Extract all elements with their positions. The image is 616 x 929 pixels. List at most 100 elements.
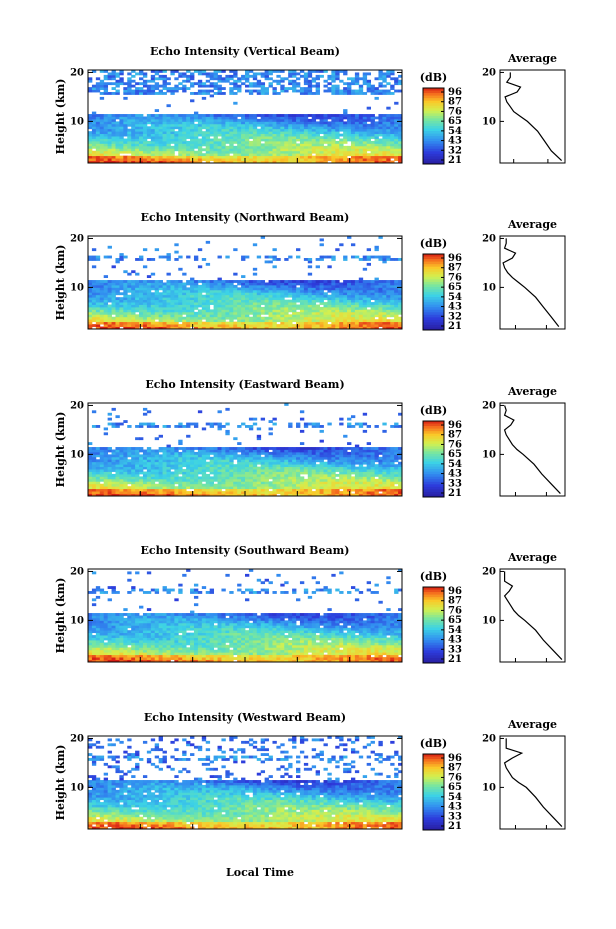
heatmap-cell: [343, 70, 348, 73]
heatmap-cell: [390, 131, 395, 135]
heatmap-cell: [146, 476, 152, 480]
heatmap-cell: [264, 143, 269, 147]
heatmap-cell: [245, 294, 250, 298]
heatmap-cell: [292, 87, 297, 90]
heatmap-cell: [339, 160, 344, 164]
heatmap-cell: [178, 138, 183, 142]
heatmap-cell: [119, 297, 124, 301]
heatmap-cell: [343, 309, 348, 313]
heatmap-cell: [292, 118, 297, 122]
heatmap-cell: [331, 92, 336, 95]
heatmap-cell: [186, 70, 191, 73]
heatmap-cell: [378, 118, 383, 122]
heatmap-cell: [186, 486, 191, 490]
heatmap-cell: [166, 118, 171, 122]
heatmap-cell: [315, 473, 320, 477]
heatmap-cell: [339, 478, 344, 482]
heatmap-cell: [335, 326, 340, 330]
heatmap-cell: [299, 466, 305, 470]
heatmap-cell: [276, 473, 281, 477]
heatmap-cell: [115, 158, 120, 161]
heatmap-cell: [233, 289, 238, 293]
heatmap-cell: [303, 316, 309, 320]
heatmap-cell: [327, 121, 332, 125]
heatmap-cell: [237, 150, 242, 154]
heatmap-cell: [107, 289, 112, 293]
heatmap-cell: [299, 319, 305, 323]
heatmap-cell: [201, 70, 207, 73]
heatmap-cell: [142, 74, 148, 78]
heatmap-cell: [115, 493, 120, 497]
heatmap-cell: [315, 136, 320, 139]
heatmap-cell: [370, 155, 375, 159]
heatmap-cell: [158, 469, 163, 472]
heatmap-cell: [354, 469, 360, 472]
heatmap-cell: [119, 316, 124, 320]
heatmap-cell: [131, 136, 136, 139]
heatmap-cell: [119, 486, 124, 490]
heatmap-cell: [307, 314, 313, 318]
heatmap-cell: [335, 299, 340, 303]
heatmap-cell: [182, 136, 187, 139]
heatmap-cell: [272, 287, 277, 291]
heatmap-cell: [245, 299, 250, 303]
heatmap-cell: [174, 114, 179, 117]
heatmap-cell: [233, 140, 238, 144]
heatmap-cell: [229, 282, 234, 286]
heatmap-cell: [331, 79, 336, 83]
heatmap-cell: [382, 282, 387, 286]
heatmap-cell: [260, 287, 266, 291]
heatmap-cell: [311, 476, 317, 480]
heatmap-cell: [386, 74, 391, 78]
heatmap-cell: [131, 126, 136, 130]
heatmap-cell: [209, 294, 215, 298]
heatmap-cell: [95, 82, 101, 86]
heatmap-cell: [115, 309, 120, 313]
heatmap-cell: [398, 488, 403, 492]
heatmap-cell: [343, 306, 348, 310]
heatmap-cell: [331, 158, 336, 161]
heatmap-cell: [158, 302, 163, 305]
heatmap-cell: [178, 87, 183, 90]
heatmap-cell: [237, 471, 242, 475]
heatmap-cell: [225, 486, 230, 490]
heatmap-cell: [241, 491, 246, 494]
heatmap-cell: [245, 287, 250, 291]
heatmap-cell: [366, 258, 372, 261]
heatmap-cell: [88, 79, 93, 83]
heatmap-cell: [127, 469, 132, 472]
heatmap-cell: [343, 476, 348, 480]
heatmap-cell: [99, 483, 105, 487]
heatmap-cell: [386, 284, 391, 288]
heatmap-cell: [256, 158, 262, 161]
heatmap-cell: [229, 471, 234, 475]
heatmap-cell: [88, 280, 93, 283]
heatmap-cell: [142, 464, 148, 468]
heatmap-cell: [217, 466, 222, 470]
heatmap-cell: [343, 478, 348, 482]
heatmap-cell: [311, 466, 317, 470]
heatmap-cell: [303, 287, 309, 291]
heatmap-cell: [146, 459, 152, 463]
heatmap-cell: [299, 131, 305, 135]
colorbar-tick-label: 32: [448, 311, 462, 322]
heatmap-cell: [374, 145, 379, 149]
heatmap-cell: [378, 316, 383, 320]
heatmap-cell: [158, 280, 163, 283]
heatmap-cell: [241, 258, 246, 261]
heatmap-cell: [366, 79, 372, 83]
heatmap-cell: [170, 140, 175, 144]
heatmap-cell: [264, 77, 269, 81]
heatmap-cell: [166, 326, 171, 330]
heatmap-cell: [315, 87, 320, 90]
heatmap-cell: [221, 282, 226, 286]
heatmap-cell: [217, 464, 222, 468]
heatmap-cell: [315, 299, 320, 303]
heatmap-cell: [394, 89, 399, 93]
heatmap-cell: [123, 116, 128, 120]
heatmap-cell: [347, 236, 352, 239]
heatmap-cell: [158, 118, 163, 122]
heatmap-cell: [119, 150, 124, 154]
heatmap-cell: [127, 294, 132, 298]
heatmap-cell: [193, 118, 199, 122]
